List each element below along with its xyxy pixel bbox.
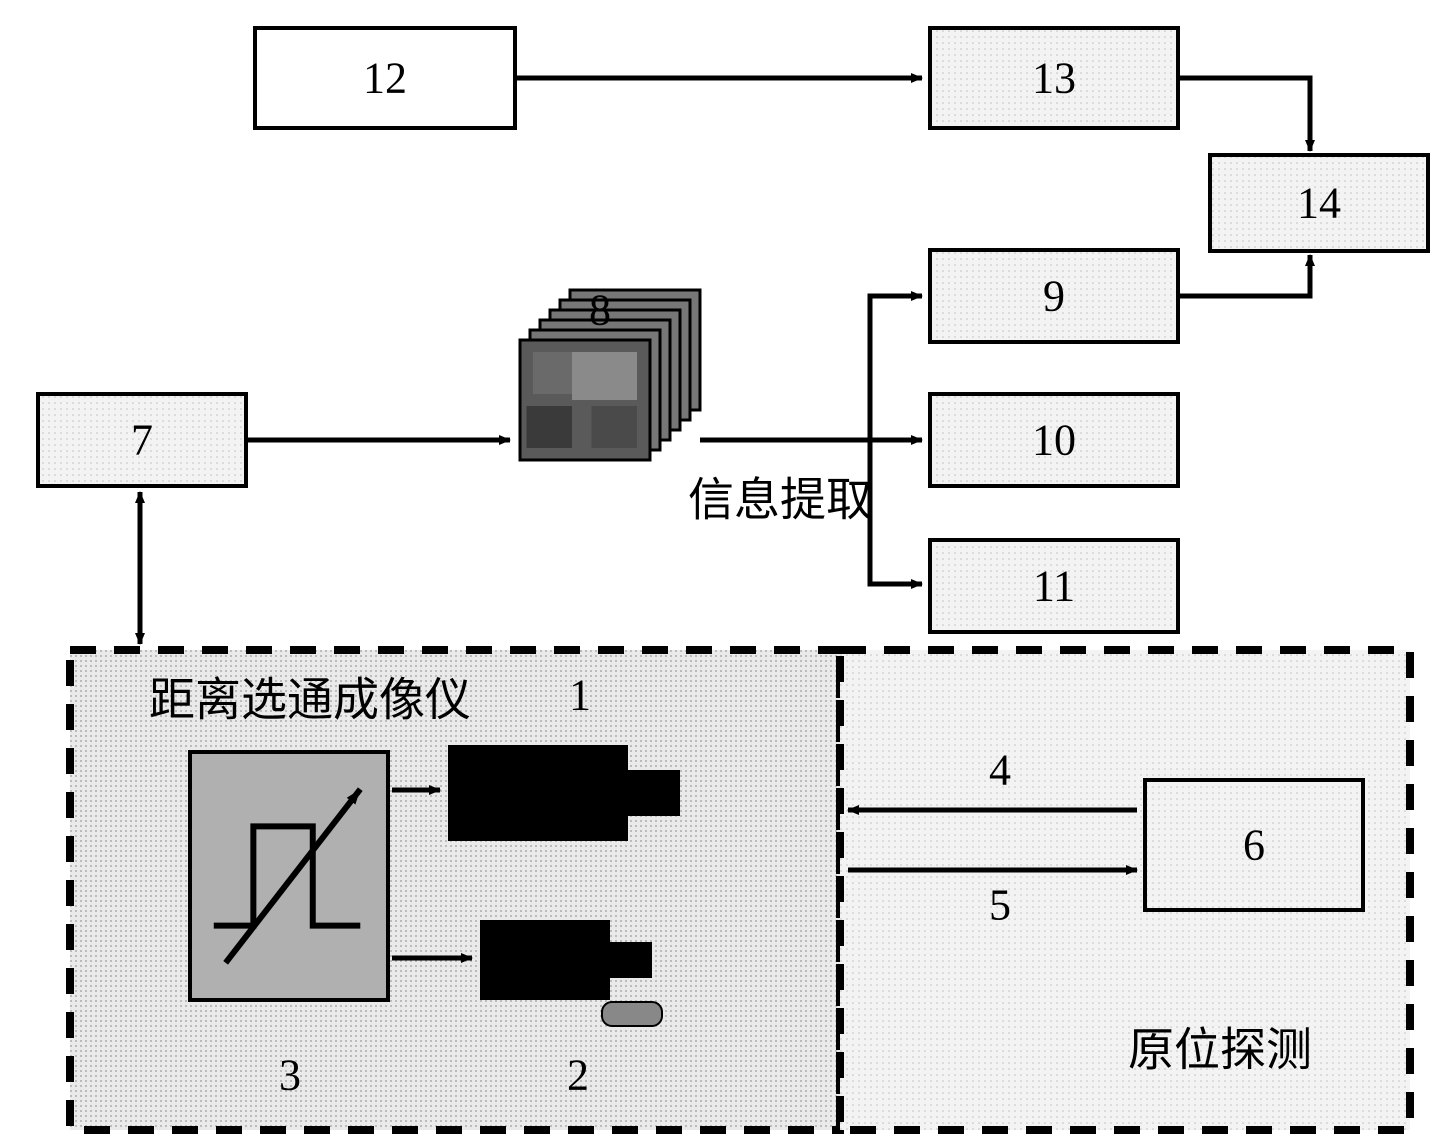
indicator-pill [602, 1002, 662, 1026]
label-5: 5 [989, 881, 1011, 930]
label-4: 4 [989, 746, 1011, 795]
label-info-extract: 信息提取 [688, 475, 872, 526]
label-8: 8 [589, 286, 611, 335]
node-9-label: 9 [1043, 272, 1065, 321]
node-12: 12 [255, 28, 515, 128]
label-2: 2 [567, 1051, 589, 1100]
node-13: 13 [930, 28, 1178, 128]
label-range-imager: 距离选通成像仪 [149, 675, 471, 726]
node-7: 7 [38, 394, 246, 486]
node-13-label: 13 [1032, 54, 1076, 103]
node-6-label: 6 [1243, 821, 1265, 870]
controller-box [190, 752, 388, 1000]
node-7-label: 7 [131, 416, 153, 465]
node-11: 11 [930, 540, 1178, 632]
label-3: 3 [279, 1051, 301, 1100]
node-9: 9 [930, 250, 1178, 342]
node-14: 14 [1210, 155, 1428, 251]
node-10-label: 10 [1032, 416, 1076, 465]
node-6: 6 [1145, 780, 1363, 910]
node-14-label: 14 [1297, 179, 1341, 228]
label-in-situ: 原位探测 [1128, 1025, 1312, 1076]
node-10: 10 [930, 394, 1178, 486]
node-11-label: 11 [1033, 562, 1075, 611]
label-1: 1 [569, 671, 591, 720]
node-12-label: 12 [363, 54, 407, 103]
